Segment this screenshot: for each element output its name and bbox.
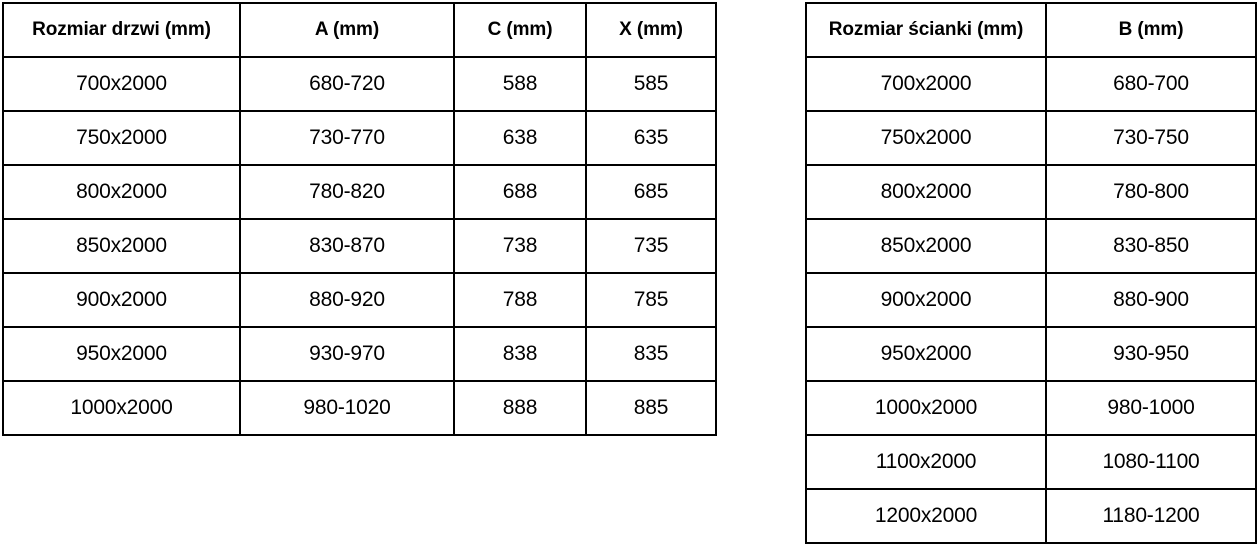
cell-a: 980-1020	[239, 380, 455, 436]
cell-door-size: 1000x2000	[2, 380, 241, 436]
cell-wall-size: 800x2000	[805, 164, 1047, 220]
cell-a: 830-870	[239, 218, 455, 274]
table-row: 1200x2000 1180-1200	[805, 488, 1257, 544]
cell-b: 830-850	[1045, 218, 1257, 274]
cell-x: 785	[585, 272, 717, 328]
table-row: 800x2000 780-800	[805, 164, 1257, 220]
cell-door-size: 800x2000	[2, 164, 241, 220]
cell-wall-size: 1100x2000	[805, 434, 1047, 490]
cell-c: 588	[453, 56, 587, 112]
doors-table-header: Rozmiar drzwi (mm) A (mm) C (mm) X (mm)	[2, 2, 717, 58]
cell-wall-size: 750x2000	[805, 110, 1047, 166]
table-row: 900x2000 880-920 788 785	[2, 272, 717, 328]
column-header-c: C (mm)	[453, 2, 587, 58]
cell-b: 1080-1100	[1045, 434, 1257, 490]
table-row: 700x2000 680-700	[805, 56, 1257, 112]
table-row: 1000x2000 980-1000	[805, 380, 1257, 436]
table-row: 1100x2000 1080-1100	[805, 434, 1257, 490]
cell-a: 680-720	[239, 56, 455, 112]
cell-a: 880-920	[239, 272, 455, 328]
cell-x: 585	[585, 56, 717, 112]
table-row: 850x2000 830-850	[805, 218, 1257, 274]
cell-b: 1180-1200	[1045, 488, 1257, 544]
cell-c: 688	[453, 164, 587, 220]
walls-table-body: 700x2000 680-700 750x2000 730-750 800x20…	[805, 56, 1257, 544]
cell-b: 980-1000	[1045, 380, 1257, 436]
column-header-door-size: Rozmiar drzwi (mm)	[2, 2, 241, 58]
cell-c: 888	[453, 380, 587, 436]
cell-b: 880-900	[1045, 272, 1257, 328]
doors-dimensions-table: Rozmiar drzwi (mm) A (mm) C (mm) X (mm) …	[2, 2, 717, 436]
table-row: 950x2000 930-970 838 835	[2, 326, 717, 382]
table-header-row: Rozmiar drzwi (mm) A (mm) C (mm) X (mm)	[2, 2, 717, 58]
table-row: 700x2000 680-720 588 585	[2, 56, 717, 112]
column-header-a: A (mm)	[239, 2, 455, 58]
table-row: 750x2000 730-770 638 635	[2, 110, 717, 166]
cell-wall-size: 950x2000	[805, 326, 1047, 382]
cell-door-size: 850x2000	[2, 218, 241, 274]
cell-door-size: 750x2000	[2, 110, 241, 166]
cell-b: 680-700	[1045, 56, 1257, 112]
cell-wall-size: 1000x2000	[805, 380, 1047, 436]
wall-dimensions-table: Rozmiar ścianki (mm) B (mm) 700x2000 680…	[805, 2, 1257, 544]
table-row: 800x2000 780-820 688 685	[2, 164, 717, 220]
cell-wall-size: 1200x2000	[805, 488, 1047, 544]
cell-c: 788	[453, 272, 587, 328]
cell-c: 838	[453, 326, 587, 382]
walls-table-header: Rozmiar ścianki (mm) B (mm)	[805, 2, 1257, 58]
cell-b: 930-950	[1045, 326, 1257, 382]
cell-c: 638	[453, 110, 587, 166]
table-row: 750x2000 730-750	[805, 110, 1257, 166]
table-row: 950x2000 930-950	[805, 326, 1257, 382]
column-header-b: B (mm)	[1045, 2, 1257, 58]
cell-b: 730-750	[1045, 110, 1257, 166]
cell-wall-size: 850x2000	[805, 218, 1047, 274]
doors-table-body: 700x2000 680-720 588 585 750x2000 730-77…	[2, 56, 717, 436]
cell-door-size: 900x2000	[2, 272, 241, 328]
cell-x: 685	[585, 164, 717, 220]
cell-door-size: 700x2000	[2, 56, 241, 112]
cell-wall-size: 700x2000	[805, 56, 1047, 112]
cell-c: 738	[453, 218, 587, 274]
cell-x: 735	[585, 218, 717, 274]
table-row: 1000x2000 980-1020 888 885	[2, 380, 717, 436]
cell-door-size: 950x2000	[2, 326, 241, 382]
table-row: 900x2000 880-900	[805, 272, 1257, 328]
column-header-x: X (mm)	[585, 2, 717, 58]
table-row: 850x2000 830-870 738 735	[2, 218, 717, 274]
cell-x: 835	[585, 326, 717, 382]
column-header-wall-size: Rozmiar ścianki (mm)	[805, 2, 1047, 58]
cell-b: 780-800	[1045, 164, 1257, 220]
cell-a: 730-770	[239, 110, 455, 166]
cell-a: 780-820	[239, 164, 455, 220]
cell-a: 930-970	[239, 326, 455, 382]
cell-wall-size: 900x2000	[805, 272, 1047, 328]
cell-x: 635	[585, 110, 717, 166]
cell-x: 885	[585, 380, 717, 436]
table-header-row: Rozmiar ścianki (mm) B (mm)	[805, 2, 1257, 58]
